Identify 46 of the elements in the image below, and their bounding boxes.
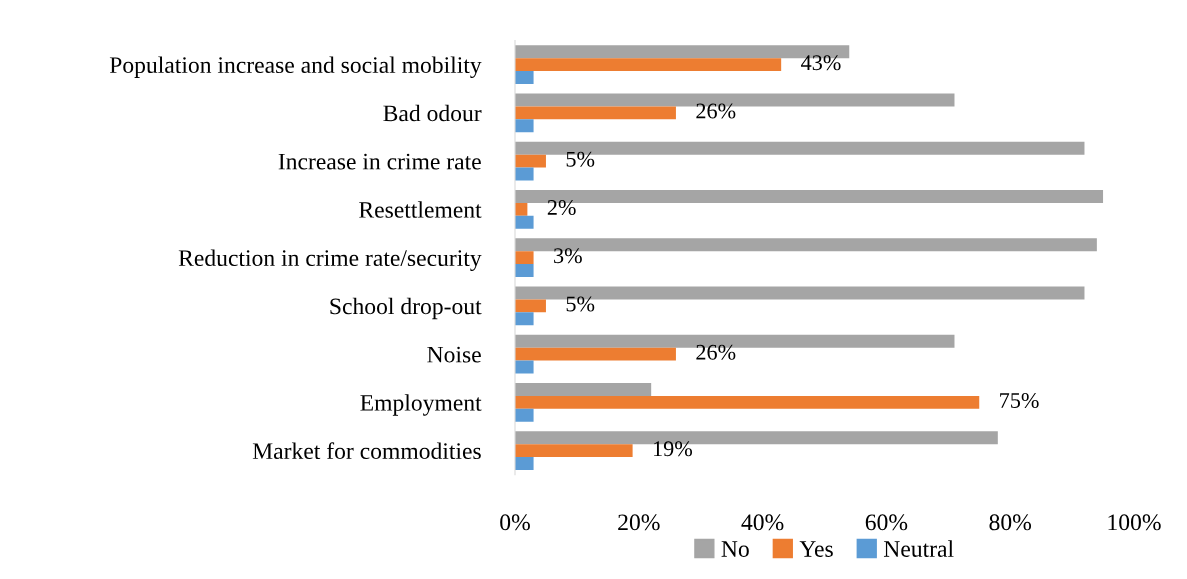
x-tick-label: 0% [500,514,530,531]
x-tick-label: 20% [618,514,660,531]
y-tick-label: School drop-out [330,297,482,320]
y-tick-label: Resettlement [359,201,482,218]
bar [515,58,782,72]
bar [515,71,534,84]
data-label: 43% [801,55,841,71]
legend-label: Yes [799,541,833,557]
x-tick-label: 80% [989,514,1032,531]
y-tick-label: Increase in crime rate [278,153,481,170]
data-label: 5% [566,151,595,167]
bar [515,408,534,422]
data-label: 2% [547,199,576,216]
bar [515,360,534,374]
bar [515,106,676,120]
data-label: 26% [696,344,736,360]
y-tick-label: Reduction in crime rate/security [178,249,482,271]
bar [515,264,534,277]
y-tick-label: Noise [427,346,481,363]
data-label: 26% [696,103,736,119]
x-tick-label: 60% [865,514,908,531]
bar [515,457,534,470]
y-tick-label: Bad odour [383,104,482,122]
x-tick-label: 100% [1108,514,1161,531]
bar [515,167,534,181]
bar [515,312,534,326]
bar [515,299,546,313]
data-label: 5% [566,296,595,312]
bar [515,395,980,409]
bar [515,347,676,361]
bar [515,444,633,458]
legend-label: No [721,541,749,557]
legend-label: Neutral [883,540,954,557]
y-tick-label: Employment [360,394,482,416]
bar [515,202,528,216]
data-label: 19% [654,441,693,457]
bar [515,215,534,229]
bar [515,119,534,133]
data-label: 75% [1000,392,1039,409]
y-tick-label: Population increase and social mobility [109,56,482,78]
y-tick-label: Market for commodities [252,442,481,460]
bar [515,154,546,168]
x-tick-label: 40% [741,514,784,531]
data-label: 3% [554,248,582,264]
bar [515,251,534,265]
bar [515,383,652,396]
